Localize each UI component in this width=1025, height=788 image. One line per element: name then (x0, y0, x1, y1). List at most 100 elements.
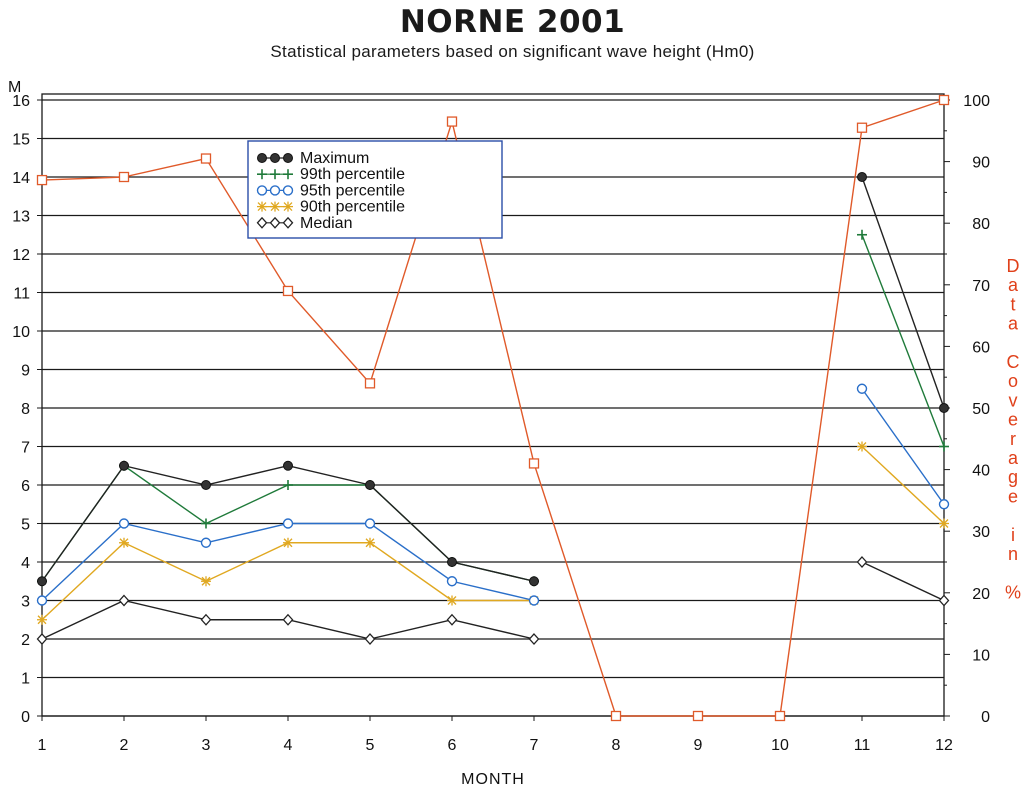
data-point (528, 458, 540, 469)
data-point (282, 285, 294, 297)
marker-shape (282, 613, 294, 626)
x-tick-label: 12 (935, 737, 953, 754)
data-point (446, 116, 458, 127)
marker-shape (528, 633, 540, 645)
marker-shape (939, 403, 949, 413)
y-right-tick-label: 50 (972, 401, 990, 418)
marker-shape (692, 710, 704, 722)
y-right-tick-label: 90 (972, 155, 990, 172)
data-point (119, 537, 129, 548)
marker-shape (446, 576, 458, 587)
x-axis-label: MONTH (461, 771, 525, 788)
marker-shape (447, 596, 457, 605)
marker-shape (938, 499, 950, 510)
legend-marker (270, 153, 280, 163)
y-right-tick-label: 20 (972, 586, 990, 603)
legend-marker (283, 169, 293, 180)
y-tick-label: 4 (21, 555, 30, 572)
marker-shape (938, 94, 950, 106)
data-point (938, 594, 950, 607)
x-tick-label: 8 (612, 737, 621, 754)
legend-marker (283, 153, 293, 163)
series-line (861, 234, 945, 447)
data-point (200, 153, 212, 164)
marker-shape (282, 185, 294, 196)
y-right-tick-label: 0 (981, 709, 990, 726)
y-right-tick-label: 80 (972, 216, 990, 233)
legend-marker (257, 153, 267, 163)
legend-marker (269, 185, 281, 196)
legend-marker (269, 216, 281, 229)
y-tick-label: 11 (13, 286, 30, 303)
y-tick-label: 8 (21, 401, 30, 418)
marker-shape (529, 576, 539, 587)
y-right-tick-label: 40 (972, 463, 990, 480)
data-point (364, 633, 376, 645)
marker-shape (528, 458, 540, 469)
data-point (939, 403, 949, 413)
y-tick-label: 5 (21, 517, 30, 534)
data-point (856, 122, 868, 133)
data-point (939, 518, 949, 529)
series-line (861, 561, 945, 602)
y-tick-label: 10 (12, 324, 30, 341)
marker-shape (365, 480, 375, 490)
series-line (861, 445, 945, 525)
data-point (118, 171, 130, 183)
marker-shape (364, 633, 376, 645)
marker-shape (269, 216, 281, 229)
legend-label: 99th percentile (300, 166, 405, 183)
marker-shape (36, 595, 48, 606)
marker-shape (282, 285, 294, 297)
marker-shape (365, 538, 375, 548)
legend-marker (283, 201, 293, 212)
data-point (856, 383, 868, 394)
data-point (774, 710, 786, 722)
series-layer (36, 94, 950, 722)
marker-shape (446, 116, 458, 127)
legend-marker (270, 201, 280, 212)
y-tick-label: 13 (12, 209, 30, 226)
marker-shape (364, 518, 376, 529)
y-tick-label: 16 (12, 93, 30, 110)
data-point (282, 613, 294, 626)
marker-shape (856, 383, 868, 394)
data-point (201, 480, 211, 490)
y-tick-label: 3 (21, 594, 30, 611)
marker-shape (857, 442, 867, 451)
data-point (528, 595, 540, 606)
marker-shape (283, 202, 293, 212)
marker-shape (283, 538, 293, 548)
chart-title: NORNE 2001 (399, 4, 626, 40)
marker-shape (118, 518, 130, 529)
y-tick-label: 14 (12, 170, 30, 187)
marker-shape (256, 185, 268, 196)
data-point (364, 378, 376, 389)
y-right-tick-label: 70 (972, 278, 990, 295)
marker-shape (270, 153, 280, 163)
marker-shape (119, 538, 129, 548)
legend-marker (256, 216, 268, 229)
x-tick-label: 9 (694, 737, 703, 754)
series-95th-percentile (36, 383, 950, 606)
data-point (119, 460, 129, 471)
series-data-coverage (36, 94, 950, 722)
y-tick-label: 0 (21, 709, 30, 726)
legend-item: Maximum (257, 150, 369, 167)
data-point (364, 518, 376, 529)
data-point (529, 576, 539, 587)
legend-marker (282, 185, 294, 196)
x-tick-label: 7 (530, 737, 539, 754)
marker-shape (200, 613, 212, 626)
y-axis-label: M (8, 79, 21, 96)
marker-shape (364, 378, 376, 389)
legend-label: 90th percentile (300, 199, 405, 216)
data-point (36, 633, 48, 645)
marker-shape (36, 174, 48, 186)
legend-marker (257, 169, 267, 180)
data-point (36, 595, 48, 606)
data-point (37, 576, 47, 587)
y-tick-label: 1 (21, 671, 30, 688)
marker-shape (201, 480, 211, 490)
